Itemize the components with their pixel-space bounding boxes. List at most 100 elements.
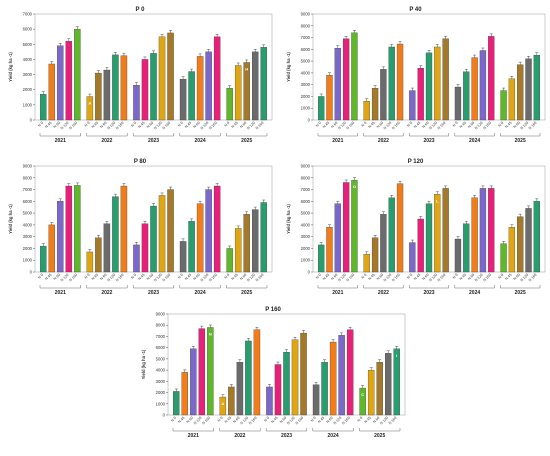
bar [196, 56, 204, 121]
x-tick-label: N 120 [246, 121, 256, 131]
x-tick-label: N 60 [53, 273, 61, 281]
bar [103, 223, 111, 273]
x-tick-label: N 45 [459, 273, 467, 281]
bar [508, 227, 516, 273]
x-tick-label: N 160 [115, 273, 125, 283]
y-axis-label: Yield (kg ha -1) [286, 52, 291, 82]
x-tick-label: N 45 [44, 273, 52, 281]
bar [312, 384, 320, 416]
bar [417, 68, 424, 121]
x-tick-label: N 120 [286, 416, 296, 426]
bar [351, 179, 358, 273]
y-tick-label: 6000 [23, 199, 33, 204]
x-tick-label: N 0 [84, 273, 91, 280]
x-tick-label: N 120 [379, 416, 389, 426]
y-tick-label: 5000 [156, 356, 166, 361]
bar [234, 65, 242, 121]
bar [74, 28, 81, 121]
bar [508, 78, 516, 121]
bar [300, 332, 307, 416]
x-tick-label: N 45 [413, 121, 421, 129]
x-tick-label: N 120 [428, 121, 438, 131]
x-tick-label: N 120 [520, 273, 530, 283]
x-tick-label: N 60 [513, 121, 521, 129]
y-tick-label: 7000 [301, 35, 311, 40]
bar [141, 223, 149, 273]
bar [245, 340, 252, 416]
x-tick-label: N 160 [341, 416, 351, 426]
x-tick-label: N 60 [467, 273, 475, 281]
x-tick-label: N 120 [428, 273, 438, 283]
x-tick-label: N 45 [91, 273, 99, 281]
bar [425, 203, 433, 273]
y-tick-label: 5000 [23, 211, 33, 216]
x-tick-label: N 0 [497, 273, 504, 280]
bar [57, 201, 64, 273]
bar [371, 237, 379, 273]
bar [213, 36, 221, 121]
x-tick-label: N 160 [437, 273, 447, 283]
x-tick-label: N 160 [528, 121, 538, 131]
year-label: 2025 [515, 138, 526, 144]
y-tick-label: 5000 [301, 211, 311, 216]
year-label: 2025 [515, 290, 526, 296]
x-tick-label: N 45 [184, 273, 192, 281]
x-tick-label: N 60 [146, 273, 154, 281]
x-tick-label: N 0 [452, 273, 459, 280]
x-tick-label: N 45 [504, 273, 512, 281]
x-tick-label: N 0 [217, 416, 224, 423]
year-label: 2021 [55, 290, 66, 296]
bar [150, 53, 157, 121]
bar-letter: C [361, 392, 364, 397]
x-tick-label: N 45 [91, 121, 99, 129]
x-tick-label: N 45 [270, 416, 278, 424]
bar [283, 352, 290, 416]
bar [326, 75, 333, 121]
x-tick-label: N 120 [200, 121, 210, 131]
x-tick-label: N 160 [162, 121, 172, 131]
x-tick-label: N 0 [406, 273, 413, 280]
chart-title: P 160 [265, 307, 281, 313]
x-tick-label: N 60 [53, 121, 61, 129]
bar [385, 353, 392, 416]
x-tick-label: N 45 [231, 273, 239, 281]
x-tick-label: N 45 [459, 121, 467, 129]
x-tick-label: N 120 [153, 121, 163, 131]
bar [342, 182, 350, 273]
bar [396, 183, 404, 273]
x-tick-label: N 160 [68, 273, 78, 283]
x-tick-label: N 60 [99, 273, 107, 281]
y-tick-label: 0 [163, 413, 166, 418]
y-tick-label: 9000 [301, 12, 311, 17]
y-tick-label: 7000 [23, 187, 33, 192]
bar [252, 209, 259, 273]
bar [167, 32, 174, 121]
bar [205, 189, 212, 273]
x-tick-label: N 160 [115, 121, 125, 131]
x-tick-label: N 45 [317, 416, 325, 424]
bar [488, 36, 495, 121]
bar-letter: L [436, 198, 439, 203]
bar [181, 372, 188, 416]
bar [351, 32, 358, 121]
x-tick-label: N 120 [107, 121, 117, 131]
y-tick-label: 0 [30, 270, 33, 275]
x-tick-label: N 0 [130, 273, 137, 280]
x-tick-label: N 160 [391, 121, 401, 131]
bar [40, 245, 47, 273]
x-tick-label: N 60 [186, 416, 194, 424]
bar [243, 214, 250, 273]
x-tick-label: N 60 [513, 273, 521, 281]
bar [86, 251, 94, 273]
bar [112, 196, 119, 273]
x-tick-label: N 160 [255, 121, 265, 131]
x-tick-label: N 60 [193, 121, 201, 129]
y-tick-label: 0 [30, 118, 33, 123]
bar [226, 88, 233, 121]
bar [158, 195, 166, 273]
x-tick-label: N 0 [315, 121, 322, 128]
bar [533, 55, 540, 121]
x-tick-label: N 0 [224, 121, 231, 128]
bar [179, 78, 187, 121]
chart-title: P 0 [136, 7, 146, 13]
